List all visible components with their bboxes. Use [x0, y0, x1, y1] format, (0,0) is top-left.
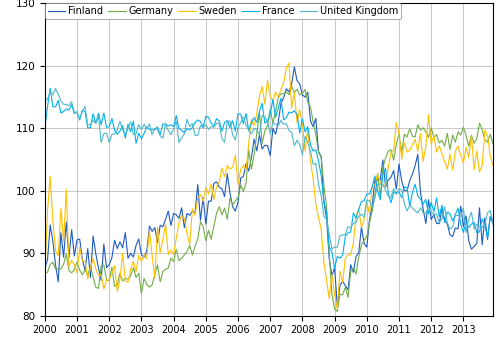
Germany	[289, 84, 295, 88]
Finland	[334, 304, 340, 308]
France	[47, 86, 53, 90]
France	[197, 120, 203, 124]
Sweden	[171, 252, 177, 257]
United Kingdom	[299, 153, 305, 157]
Sweden	[307, 159, 313, 163]
Sweden	[334, 307, 340, 311]
Germany	[404, 135, 410, 139]
United Kingdom	[404, 209, 410, 213]
Sweden	[286, 61, 292, 65]
Legend: Finland, Germany, Sweden, France, United Kingdom: Finland, Germany, Sweden, France, United…	[45, 3, 401, 19]
Finland	[307, 119, 313, 123]
France	[490, 218, 496, 222]
France	[299, 117, 305, 121]
Finland	[123, 230, 128, 235]
France	[42, 126, 48, 130]
United Kingdom	[42, 99, 48, 104]
France	[173, 114, 179, 118]
Line: Sweden: Sweden	[45, 63, 493, 309]
France	[404, 185, 410, 189]
Finland	[490, 221, 496, 225]
Finland	[299, 93, 305, 97]
Finland	[171, 211, 177, 215]
Sweden	[299, 122, 305, 126]
Germany	[171, 260, 177, 264]
United Kingdom	[490, 222, 496, 226]
Germany	[42, 271, 48, 275]
France	[307, 143, 313, 147]
Sweden	[490, 164, 496, 168]
Finland	[42, 266, 48, 270]
Finland	[404, 189, 410, 193]
Germany	[195, 237, 201, 241]
Germany	[307, 105, 313, 109]
Sweden	[195, 196, 201, 200]
Finland	[195, 182, 201, 187]
Line: United Kingdom: United Kingdom	[45, 88, 493, 249]
Line: Germany: Germany	[45, 86, 493, 311]
United Kingdom	[307, 149, 313, 153]
Germany	[334, 309, 340, 314]
Line: France: France	[45, 88, 493, 268]
United Kingdom	[125, 127, 131, 131]
Line: Finland: Finland	[45, 67, 493, 306]
Sweden	[42, 272, 48, 276]
Finland	[291, 65, 297, 69]
Germany	[299, 92, 305, 96]
France	[125, 122, 131, 126]
Germany	[123, 276, 128, 280]
United Kingdom	[329, 247, 335, 251]
United Kingdom	[53, 86, 59, 91]
Sweden	[123, 279, 128, 283]
France	[332, 266, 338, 270]
United Kingdom	[197, 123, 203, 128]
United Kingdom	[173, 119, 179, 123]
Sweden	[404, 150, 410, 154]
Germany	[490, 142, 496, 146]
